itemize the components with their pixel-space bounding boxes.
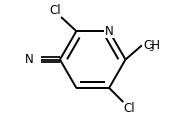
Text: Cl: Cl xyxy=(123,102,135,115)
Text: Cl: Cl xyxy=(49,4,61,17)
Text: CH: CH xyxy=(143,39,160,52)
Text: N: N xyxy=(25,53,34,66)
Text: 3: 3 xyxy=(149,44,154,53)
Text: N: N xyxy=(105,25,113,38)
